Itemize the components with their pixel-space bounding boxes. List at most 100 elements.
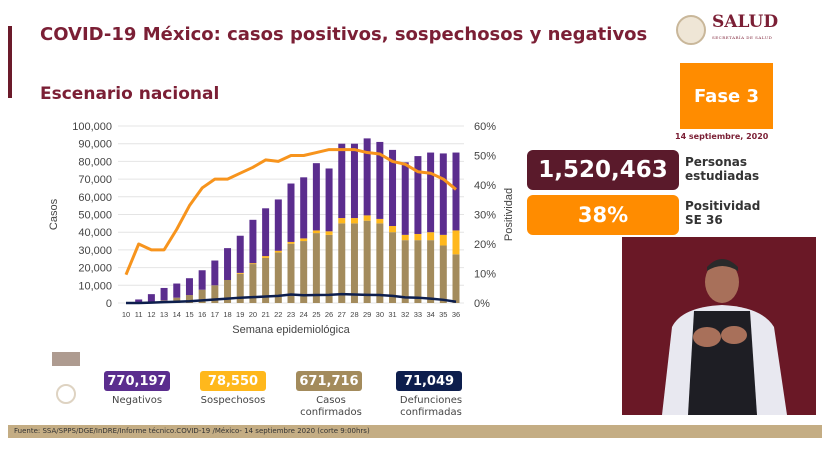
- bar-segment-1: [236, 272, 244, 274]
- bar-segment-2: [185, 278, 193, 296]
- bar-segment-0: [274, 252, 282, 303]
- x-axis-label: Semana epidemiológica: [232, 324, 350, 336]
- x-tick-label: 20: [249, 310, 257, 319]
- bar-segment-0: [414, 240, 422, 303]
- y-tick-label: 0: [106, 298, 112, 310]
- bar-segment-2: [312, 163, 320, 231]
- y2-tick-label: 20%: [474, 239, 496, 251]
- bar-segment-2: [300, 177, 308, 239]
- bar-segment-2: [439, 153, 447, 235]
- bar-segment-2: [262, 208, 270, 257]
- bar-segment-2: [224, 248, 232, 280]
- y-tick-label: 20,000: [78, 263, 112, 275]
- x-tick-label: 19: [236, 310, 244, 319]
- x-tick-label: 15: [185, 310, 193, 319]
- bar-segment-0: [312, 233, 320, 303]
- y2-tick-label: 0%: [474, 298, 490, 310]
- source-footer: Fuente: SSA/SPPS/DGE/InDRE/Informe técni…: [8, 425, 822, 438]
- logo-name: SALUD: [712, 12, 779, 32]
- bar-segment-1: [427, 232, 435, 241]
- bar-segment-0: [427, 240, 435, 303]
- x-tick-label: 23: [287, 310, 295, 319]
- phase-badge: Fase 3: [680, 63, 773, 129]
- bar-segment-0: [262, 257, 270, 303]
- bar-segment-2: [350, 143, 358, 219]
- x-tick-label: 16: [198, 310, 206, 319]
- bar-segment-1: [312, 230, 320, 234]
- y-axis-label: Casos: [48, 198, 60, 230]
- bar-segment-1: [249, 263, 257, 265]
- positividad-label: Positividad SE 36: [685, 199, 761, 227]
- x-tick-label: 14: [173, 310, 181, 319]
- bar-segment-2: [236, 235, 244, 273]
- bar-segment-2: [414, 156, 422, 234]
- x-tick-label: 17: [211, 310, 219, 319]
- bar-segment-2: [325, 168, 333, 232]
- bar-segment-0: [439, 245, 447, 303]
- bar-segment-0: [185, 295, 193, 303]
- stat-defunciones: 71,049 Defunciones confirmadas: [396, 371, 466, 419]
- y2-tick-label: 50%: [474, 151, 496, 163]
- interpreter-video: [622, 237, 816, 415]
- y2-tick-label: 40%: [474, 180, 496, 192]
- bar-segment-2: [147, 294, 155, 302]
- bar-segment-1: [414, 233, 422, 241]
- bar-segment-2: [363, 138, 371, 216]
- bar-segment-2: [160, 287, 168, 301]
- bar-segment-0: [236, 273, 244, 303]
- page-title: COVID-19 México: casos positivos, sospec…: [40, 24, 648, 45]
- x-tick-label: 26: [325, 310, 333, 319]
- x-tick-label: 10: [122, 310, 130, 319]
- bar-segment-1: [338, 218, 346, 224]
- y-tick-label: 40,000: [78, 227, 112, 239]
- bar-segment-2: [249, 219, 257, 264]
- bar-segment-0: [224, 279, 232, 303]
- logo-tagline: SECRETARÍA DE SALUD: [712, 35, 773, 40]
- bar-segment-1: [350, 218, 358, 224]
- bar-segment-2: [287, 183, 295, 242]
- bar-segment-1: [287, 241, 295, 244]
- page-subtitle: Escenario nacional: [40, 84, 220, 104]
- bar-segment-0: [198, 289, 206, 303]
- x-tick-label: 11: [135, 310, 143, 319]
- bar-segment-1: [401, 234, 409, 241]
- x-tick-label: 13: [160, 310, 168, 319]
- seal-icon: [676, 15, 706, 45]
- bar-segment-1: [262, 256, 270, 258]
- x-tick-label: 36: [452, 310, 460, 319]
- stats-row: 770,197 Negativos 78,550 Sospechosos 671,7…: [104, 371, 466, 419]
- bar-segment-0: [249, 264, 257, 303]
- bar-segment-0: [376, 223, 384, 303]
- y2-tick-label: 10%: [474, 269, 496, 281]
- x-tick-label: 33: [414, 310, 422, 319]
- bar-segment-0: [389, 232, 397, 303]
- personas-value: 1,520,463: [527, 150, 679, 190]
- bar-segment-0: [325, 234, 333, 303]
- x-tick-label: 24: [300, 310, 308, 319]
- bar-segment-2: [274, 199, 282, 251]
- bar-segment-1: [363, 215, 371, 221]
- y-tick-label: 100,000: [72, 121, 112, 133]
- y-tick-label: 90,000: [78, 139, 112, 151]
- bar-segment-2: [211, 260, 219, 286]
- y-tick-label: 30,000: [78, 245, 112, 257]
- bar-segment-1: [452, 230, 460, 255]
- bar-segment-2: [401, 162, 409, 235]
- emblem-icon: [52, 352, 80, 404]
- y2-tick-label: 30%: [474, 210, 496, 222]
- x-tick-label: 25: [312, 310, 320, 319]
- salud-logo: SALUD SECRETARÍA DE SALUD: [676, 14, 778, 46]
- x-tick-label: 22: [274, 310, 282, 319]
- bar-segment-0: [338, 223, 346, 303]
- bar-segment-0: [287, 243, 295, 303]
- bar-segment-2: [427, 152, 435, 233]
- bar-segment-2: [173, 283, 181, 298]
- defunciones-line: [126, 292, 457, 305]
- x-tick-label: 32: [401, 310, 409, 319]
- y-tick-label: 50,000: [78, 210, 112, 222]
- bar-segment-2: [338, 143, 346, 219]
- y2-tick-label: 60%: [474, 121, 496, 133]
- y-tick-label: 10,000: [78, 280, 112, 292]
- bar-segment-0: [363, 220, 371, 303]
- bar-segment-2: [376, 141, 384, 219]
